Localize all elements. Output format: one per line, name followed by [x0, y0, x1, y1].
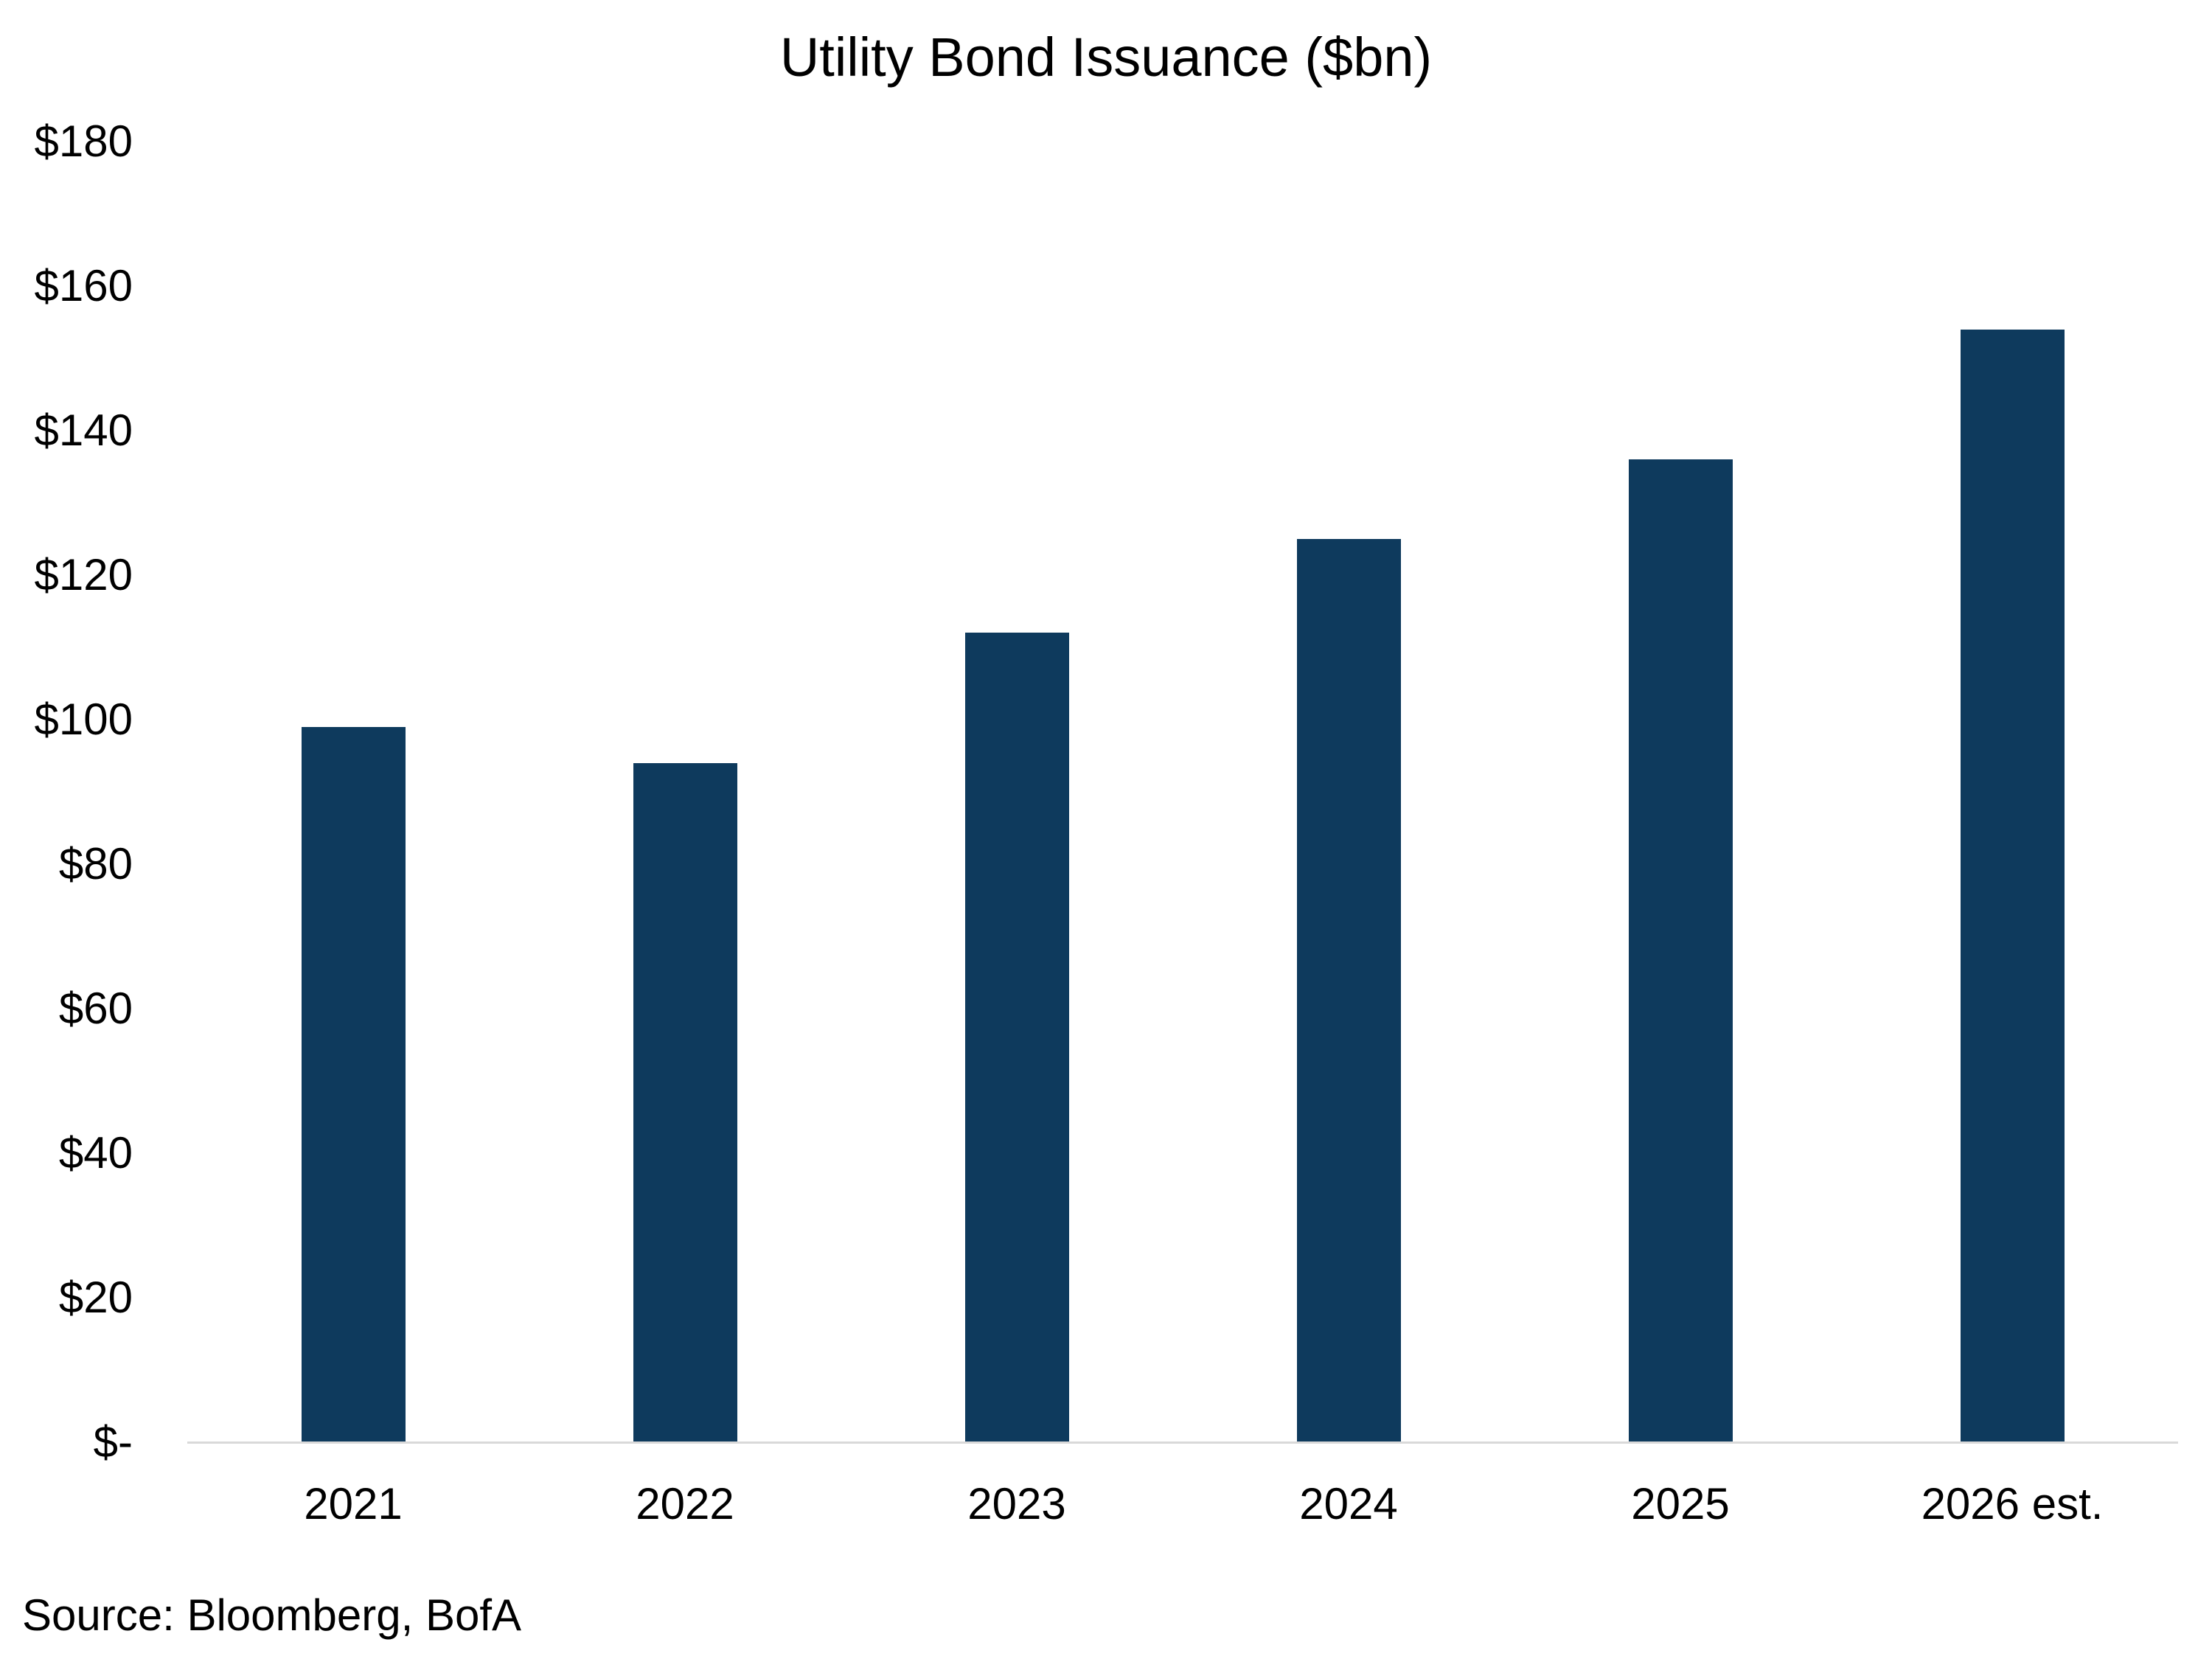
y-axis-tick-label: $100	[34, 695, 133, 744]
x-axis-line	[187, 1441, 2178, 1444]
x-axis-category-label: 2025	[1631, 1479, 1730, 1528]
y-axis-tick-label: $60	[58, 984, 133, 1033]
bar-2024	[1296, 539, 1401, 1442]
y-axis-tick-label: $140	[34, 406, 133, 455]
y-axis-tick-label: $180	[34, 116, 133, 166]
source-note: Source: Bloomberg, BofA	[22, 1590, 522, 1640]
y-axis-tick-label: $-	[93, 1417, 133, 1467]
x-axis-category-label: 2022	[636, 1479, 734, 1528]
bar-2021	[301, 727, 406, 1442]
chart-title: Utility Bond Issuance ($bn)	[779, 27, 1433, 88]
y-axis-tick-label: $120	[34, 550, 133, 599]
bar-2022	[633, 763, 737, 1442]
bar-2026-est-	[1960, 330, 2065, 1442]
x-axis-category-label: 2024	[1299, 1479, 1398, 1528]
x-axis-category-label: 2023	[967, 1479, 1066, 1528]
y-axis-tick-label: $20	[58, 1273, 133, 1322]
y-axis-tick-label: $160	[34, 261, 133, 310]
y-axis-tick-label: $40	[58, 1128, 133, 1178]
x-axis-category-label: 2026 est.	[1921, 1479, 2104, 1528]
y-axis-tick-label: $80	[58, 839, 133, 888]
bar-2023	[964, 633, 1069, 1442]
bar-2025	[1628, 459, 1733, 1442]
x-axis-category-label: 2021	[304, 1479, 403, 1528]
